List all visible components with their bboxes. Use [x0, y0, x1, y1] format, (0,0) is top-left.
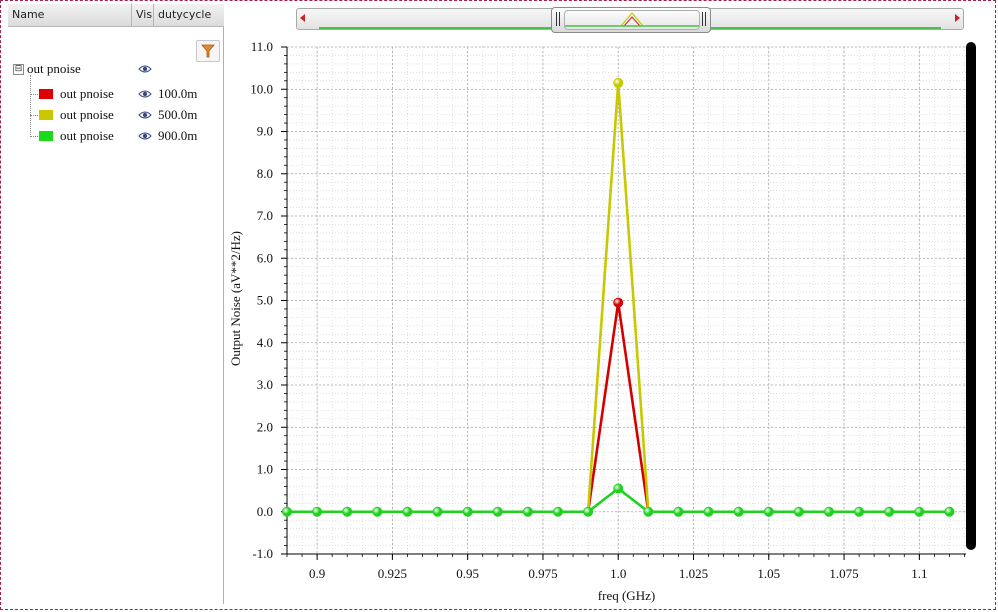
y-tick-label: 3.0	[257, 377, 273, 392]
legend-panel: Name Vis dutycycle ⊟ out pnoise out pnoi…	[8, 4, 224, 604]
x-tick-label: 0.925	[378, 566, 407, 581]
y-axis-label: Output Noise (aV**2/Hz)	[228, 231, 243, 366]
data-point[interactable]	[854, 506, 865, 517]
data-point[interactable]	[372, 506, 383, 517]
data-point[interactable]	[522, 506, 533, 517]
x-tick-label: 1.0	[610, 566, 626, 581]
data-point[interactable]	[884, 506, 895, 517]
overview-peak-icon	[565, 12, 699, 27]
data-point[interactable]	[914, 506, 925, 517]
group-expander[interactable]: ⊟	[13, 64, 24, 75]
scroll-left-arrow-icon[interactable]	[300, 14, 305, 22]
data-point[interactable]	[673, 506, 684, 517]
data-point[interactable]	[552, 506, 563, 517]
filter-button[interactable]	[196, 40, 220, 62]
tree-guide	[30, 94, 38, 95]
legend-header: Name Vis dutycycle	[8, 4, 224, 27]
data-point[interactable]	[613, 77, 624, 88]
legend-item-label: out pnoise	[60, 86, 114, 101]
data-point[interactable]	[763, 506, 774, 517]
data-point[interactable]	[643, 506, 654, 517]
data-point[interactable]	[281, 506, 292, 517]
column-header-vis[interactable]: Vis	[132, 4, 154, 26]
y-tick-label: 4.0	[257, 335, 273, 350]
y-tick-label: 10.0	[250, 81, 273, 96]
x-tick-label: 1.025	[679, 566, 708, 581]
data-point[interactable]	[432, 506, 443, 517]
x-tick-label: 0.9	[309, 566, 325, 581]
scroll-right-arrow-icon[interactable]	[955, 14, 960, 22]
column-header-name[interactable]: Name	[8, 4, 132, 26]
x-tick-label: 1.075	[829, 566, 858, 581]
data-point[interactable]	[462, 506, 473, 517]
zoom-thumb[interactable]	[551, 7, 711, 33]
x-tick-label: 0.95	[456, 566, 479, 581]
data-point[interactable]	[613, 297, 624, 308]
x-tick-label: 1.05	[757, 566, 780, 581]
data-point[interactable]	[583, 506, 594, 517]
eye-icon[interactable]	[138, 64, 152, 74]
column-header-dutycycle[interactable]: dutycycle	[158, 8, 212, 21]
y-tick-label: 6.0	[257, 250, 273, 265]
data-point[interactable]	[823, 506, 834, 517]
x-zoom-scrollbar[interactable]	[296, 7, 964, 33]
vertical-scrollbar-handle[interactable]	[966, 42, 976, 550]
tree-guide	[30, 136, 38, 137]
filter-icon	[201, 44, 215, 58]
data-point[interactable]	[492, 506, 503, 517]
data-point[interactable]	[402, 506, 413, 517]
eye-icon[interactable]	[138, 131, 152, 141]
data-point[interactable]	[733, 506, 744, 517]
y-tick-label: 8.0	[257, 166, 273, 181]
legend-item-dutycycle: 100.0m	[158, 86, 198, 101]
data-point[interactable]	[342, 506, 353, 517]
data-point[interactable]	[793, 506, 804, 517]
y-tick-label: 0.0	[257, 504, 273, 519]
y-tick-label: 11.0	[251, 39, 273, 54]
legend-item-dutycycle: 500.0m	[158, 107, 198, 122]
right-handle-icon[interactable]	[702, 12, 706, 26]
y-tick-label: 2.0	[257, 419, 273, 434]
zoom-thumb-body	[564, 10, 700, 30]
data-point[interactable]	[703, 506, 714, 517]
x-tick-label: 0.975	[528, 566, 557, 581]
data-point[interactable]	[944, 506, 955, 517]
y-tick-label: 9.0	[257, 124, 273, 139]
x-axis-label: freq (GHz)	[598, 588, 655, 603]
data-point[interactable]	[312, 506, 323, 517]
y-tick-label: 7.0	[257, 208, 273, 223]
y-tick-label: 1.0	[257, 462, 273, 477]
eye-icon[interactable]	[138, 89, 152, 99]
legend-item-dutycycle: 900.0m	[158, 128, 198, 143]
y-tick-label: -1.0	[252, 546, 273, 561]
legend-item-label: out pnoise	[60, 128, 114, 143]
tree-guide	[30, 75, 31, 137]
eye-icon[interactable]	[138, 110, 152, 120]
tree-guide	[30, 115, 38, 116]
series-color-swatch	[39, 131, 53, 141]
series-color-swatch	[39, 89, 53, 99]
legend-item-label: out pnoise	[60, 107, 114, 122]
group-label[interactable]: out pnoise	[27, 61, 81, 76]
series-color-swatch	[39, 110, 53, 120]
y-tick-label: 5.0	[257, 293, 273, 308]
data-point[interactable]	[613, 483, 624, 494]
left-handle-icon[interactable]	[556, 12, 560, 26]
x-tick-label: 1.1	[911, 566, 927, 581]
